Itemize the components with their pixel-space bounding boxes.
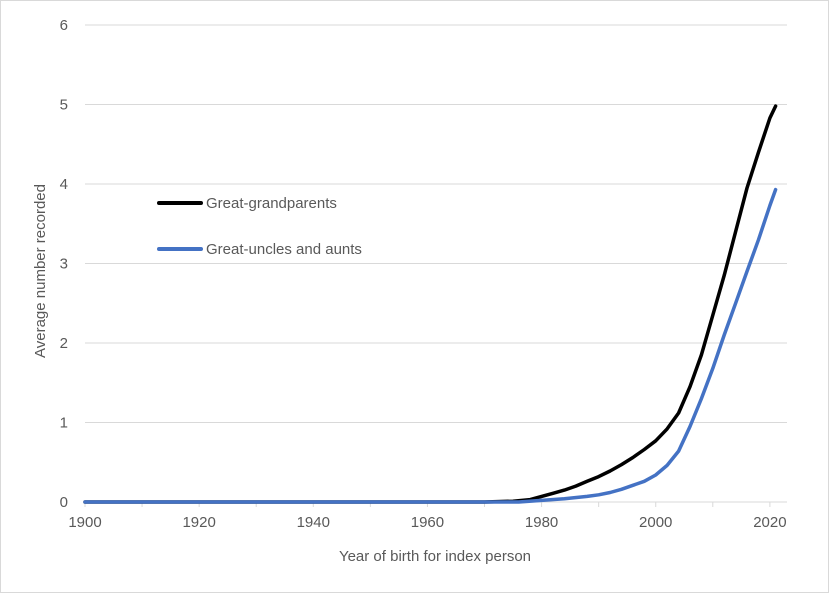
y-tick-label: 1 <box>60 415 68 432</box>
y-tick-label: 4 <box>60 176 68 193</box>
legend-label: Great-grandparents <box>206 195 337 212</box>
legend-label: Great-uncles and aunts <box>206 241 362 258</box>
x-tick-label: 2000 <box>639 514 672 531</box>
x-tick-label: 2020 <box>753 514 786 531</box>
x-tick-label: 1980 <box>525 514 558 531</box>
y-tick-label: 0 <box>60 494 68 511</box>
series-line-1 <box>83 104 778 504</box>
y-tick-label: 5 <box>60 97 68 114</box>
x-tick-label: 1960 <box>411 514 444 531</box>
x-tick-label: 1940 <box>297 514 330 531</box>
x-axis-label: Year of birth for index person <box>339 548 531 565</box>
series-line-2 <box>83 187 778 504</box>
x-tick-label: 1900 <box>68 514 101 531</box>
y-tick-label: 6 <box>60 17 68 34</box>
gridlines <box>85 24 787 423</box>
x-tick-label: 1920 <box>182 514 215 531</box>
y-tick-label: 3 <box>60 256 68 273</box>
legend: Great-grandparents Great-uncles and aunts <box>157 195 362 258</box>
y-axis-label: Average number recorded <box>32 184 49 358</box>
y-tick-label: 2 <box>60 335 68 352</box>
series-lines <box>83 104 778 504</box>
